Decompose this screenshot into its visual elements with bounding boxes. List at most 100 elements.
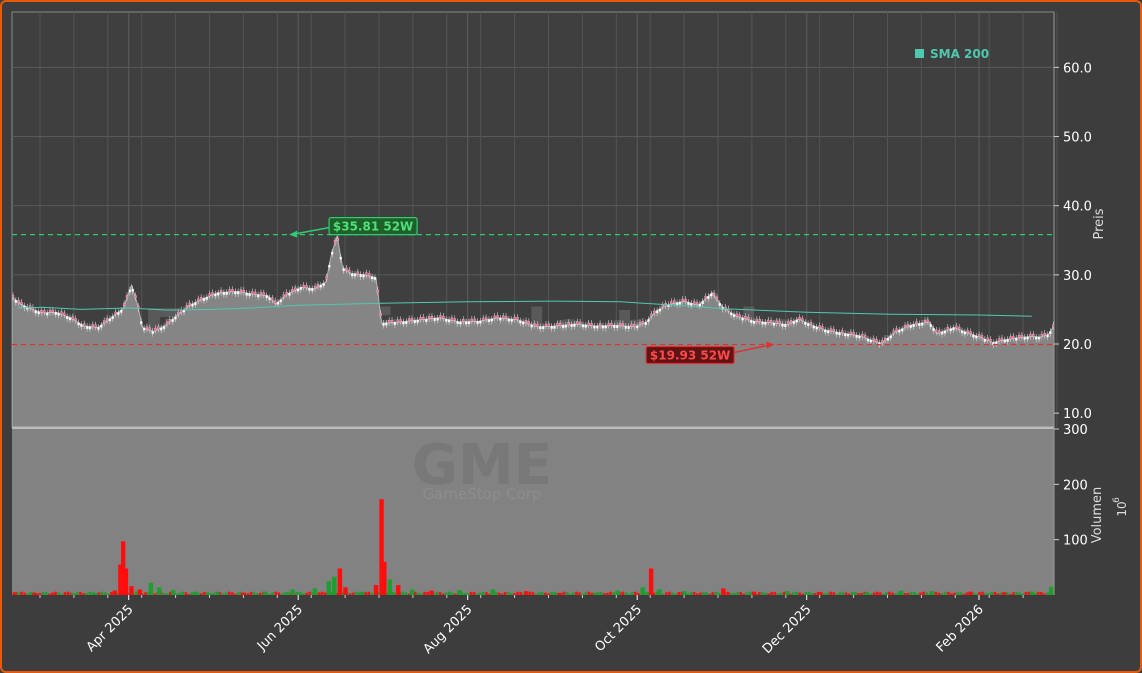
candle-body — [952, 327, 955, 331]
candle-body — [573, 323, 576, 327]
volume-bar — [818, 592, 823, 595]
volume-bar — [1046, 592, 1049, 595]
volume-bar — [153, 593, 157, 595]
volume-bar — [1021, 593, 1025, 595]
candle-body — [268, 297, 271, 301]
candle-body — [704, 296, 707, 299]
candle-body — [274, 300, 277, 304]
52w-low-arrow — [733, 343, 773, 354]
volume-bar — [1127, 593, 1131, 595]
volume-bar — [993, 591, 997, 595]
candle-body — [271, 297, 274, 301]
candle-body — [1061, 317, 1063, 319]
volume-bar — [12, 592, 17, 595]
candle-body — [675, 302, 679, 306]
volume-bar — [1084, 592, 1087, 595]
volume-bar — [355, 591, 358, 595]
candle-body — [177, 311, 180, 315]
volume-bar — [584, 592, 587, 595]
candle-body — [772, 322, 776, 326]
volume-bar — [516, 591, 519, 595]
volume-bar — [1124, 593, 1127, 595]
candle-body — [214, 293, 217, 297]
volume-bar — [544, 592, 547, 595]
candle-body — [430, 315, 434, 319]
volume-bar — [435, 591, 439, 595]
volume-bar — [606, 592, 609, 595]
volume-bar — [965, 592, 969, 595]
candle-body — [390, 319, 394, 323]
volume-bar — [187, 593, 191, 595]
volume-bar — [215, 592, 220, 595]
volume-bar — [63, 592, 67, 595]
candle-body — [1037, 336, 1041, 340]
volume-bar — [324, 592, 327, 595]
candle-body — [282, 294, 285, 298]
candle-body — [399, 319, 402, 323]
volume-bar — [795, 591, 798, 595]
candle-body — [125, 295, 129, 299]
date-tick-label: Feb 2026 — [934, 602, 987, 655]
candle-body — [285, 292, 288, 295]
candle-body — [978, 334, 981, 338]
candle-body — [1104, 310, 1106, 312]
volume-bar — [792, 592, 795, 595]
price-tick-label: 30.0 — [1063, 269, 1092, 284]
candle-body — [1020, 334, 1024, 338]
volume-bar — [48, 593, 51, 595]
candle-body — [482, 317, 485, 321]
candle-body — [895, 328, 898, 332]
volume-bar — [332, 576, 337, 595]
volume-bar — [950, 593, 953, 595]
52w-high-arrow — [290, 226, 330, 236]
volume-bar — [711, 592, 715, 595]
candle-body — [154, 328, 157, 331]
volume-bar — [929, 591, 934, 595]
candle-body — [673, 300, 676, 304]
volume-bar — [460, 591, 463, 595]
candle-body — [744, 316, 747, 319]
candle-body — [989, 339, 992, 342]
volume-bar — [17, 592, 20, 595]
date-tick-label: Oct 2025 — [592, 602, 645, 655]
volume-bar — [41, 591, 45, 595]
volume-bar — [916, 593, 919, 595]
volume-bar — [1115, 593, 1118, 595]
volume-bar — [944, 591, 947, 595]
volume-bar — [798, 592, 801, 595]
volume-bar — [348, 593, 352, 595]
volume-tick-label: 300 — [1063, 423, 1088, 438]
candle-body — [1000, 337, 1004, 341]
volume-bar — [234, 593, 237, 595]
candle-body — [1092, 309, 1094, 311]
candle-body — [758, 319, 761, 322]
candle-body — [972, 334, 975, 338]
candle-body — [231, 289, 234, 292]
candle-body — [105, 318, 109, 321]
volume-bar — [832, 592, 835, 595]
candle-body — [516, 317, 519, 320]
candle-body — [199, 297, 203, 300]
volume-bar — [1090, 594, 1093, 595]
52w-low-label-box — [645, 345, 735, 365]
volume-bar — [116, 592, 119, 595]
volume-bar — [758, 592, 761, 595]
volume-bar — [829, 591, 832, 595]
volume-bar — [615, 590, 620, 595]
volume-bar — [823, 593, 826, 595]
candle-body — [943, 330, 947, 334]
volume-bar — [742, 593, 746, 595]
candle-body — [88, 326, 92, 330]
legend: SMA 200 — [915, 47, 989, 61]
volume-bar — [317, 592, 321, 595]
volume-bar — [519, 591, 522, 595]
candle-body — [630, 323, 633, 327]
volume-bar — [984, 592, 987, 595]
volume-bar — [773, 591, 777, 595]
volume-bar — [844, 592, 848, 595]
volume-bar — [978, 592, 981, 595]
volume-bar — [593, 592, 598, 595]
candle-body — [898, 329, 901, 333]
candle-body — [849, 331, 853, 335]
candle-body — [1089, 312, 1091, 314]
